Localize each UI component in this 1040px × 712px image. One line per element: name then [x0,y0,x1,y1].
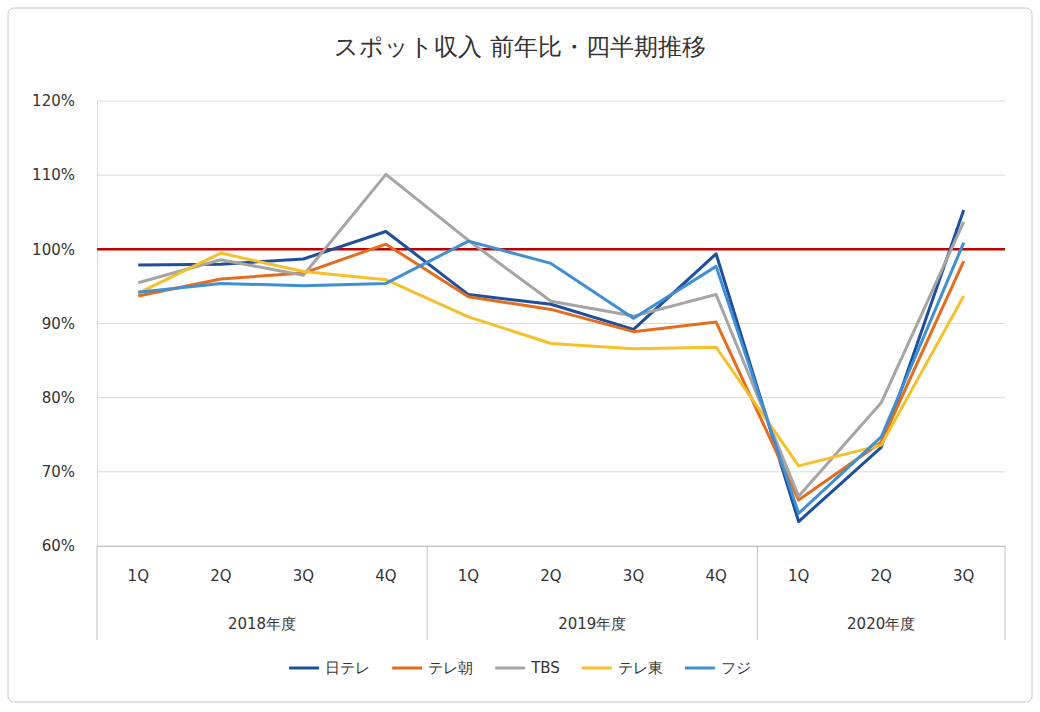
legend-swatch [495,667,525,670]
x-tick: 1Q [128,546,149,585]
legend-label: テレ朝 [428,659,473,677]
x-tick-label: 1Q [128,567,149,585]
y-tick-label: 110% [32,166,75,184]
y-tick: 110% [32,166,97,184]
x-tick-label: 4Q [375,567,396,585]
x-axis: 1Q 2Q 3Q 4Q 1Q 2Q 3Q 4Q 1Q 2Q 3Q [98,546,1006,585]
legend-swatch [685,667,715,670]
legend-item: テレ東 [582,659,663,677]
x-tick: 3Q [623,546,644,585]
x-tick-label: 4Q [705,567,726,585]
x-tick-label: 2Q [540,567,561,585]
group-label: 2018年度 [228,615,296,633]
grid-line [97,101,1005,102]
legend-item: TBS [495,659,560,677]
legend-item: テレ朝 [392,659,473,677]
legend-label: TBS [530,659,560,677]
series-line [138,241,963,513]
y-axis-line [97,102,98,547]
grid-line [97,175,1005,176]
y-tick: 80% [42,389,97,407]
grid [97,101,1005,546]
legend-swatch [392,667,422,670]
chart-svg: スポット収入 前年比・四半期推移 60% 70% 80% 90% 100% 110% 120%… [0,0,1040,712]
x-tick: 1Q [458,546,479,585]
group-divider [97,546,98,640]
legend-item: フジ [685,659,751,677]
legend-label: フジ [721,659,751,677]
x-tick-label: 3Q [953,567,974,585]
y-tick: 60% [42,537,97,555]
x-tick: 2Q [540,546,561,585]
x-tick-label: 2Q [210,567,231,585]
series-line [138,210,963,522]
x-tick: 1Q [788,546,809,585]
grid-line [97,323,1005,324]
legend-item: 日テレ [289,659,370,677]
x-tick: 4Q [375,546,396,585]
grid-line [97,397,1005,398]
x-tick: 4Q [705,546,726,585]
x-tick: 3Q [953,546,974,585]
y-tick-label: 100% [32,241,75,259]
reference-line [97,248,1005,251]
plot-area [97,174,1005,521]
x-tick-label: 1Q [458,567,479,585]
x-tick-label: 3Q [293,567,314,585]
group-divider [1005,546,1006,640]
chart-title: スポット収入 前年比・四半期推移 [334,33,706,61]
grid-line [97,546,1005,547]
legend-label: 日テレ [325,659,370,677]
y-tick: 70% [42,463,97,481]
x-tick-label: 3Q [623,567,644,585]
y-tick: 90% [42,315,97,333]
y-tick-label: 90% [42,315,75,333]
x-tick: 3Q [293,546,314,585]
x-tick: 2Q [210,546,231,585]
x-tick: 2Q [871,546,892,585]
grid-line [97,471,1005,472]
group-divider [757,546,758,640]
legend-swatch [289,667,319,670]
y-tick-label: 60% [42,537,75,555]
legend-label: テレ東 [618,659,663,677]
y-axis: 60% 70% 80% 90% 100% 110% 120% [32,92,97,555]
series-line [138,244,963,500]
y-tick: 100% [32,241,97,259]
series-line [138,174,963,496]
y-tick-label: 120% [32,92,75,110]
legend: 日テレ テレ朝 TBS テレ東 フジ [289,659,751,677]
chart-container: スポット収入 前年比・四半期推移 60% 70% 80% 90% 100% 110% 120%… [0,0,1040,712]
grid-line [97,249,1005,250]
chart-frame [8,8,1032,702]
x-axis-line [98,546,1006,547]
legend-swatch [582,667,612,670]
y-tick: 120% [32,92,97,110]
group-label: 2020年度 [847,615,915,633]
group-label: 2019年度 [558,615,626,633]
x-tick-label: 1Q [788,567,809,585]
x-tick-label: 2Q [871,567,892,585]
category-groups: 2018年度 2019年度 2020年度 [97,546,1005,640]
group-divider [427,546,428,640]
y-tick-label: 80% [42,389,75,407]
y-tick-label: 70% [42,463,75,481]
